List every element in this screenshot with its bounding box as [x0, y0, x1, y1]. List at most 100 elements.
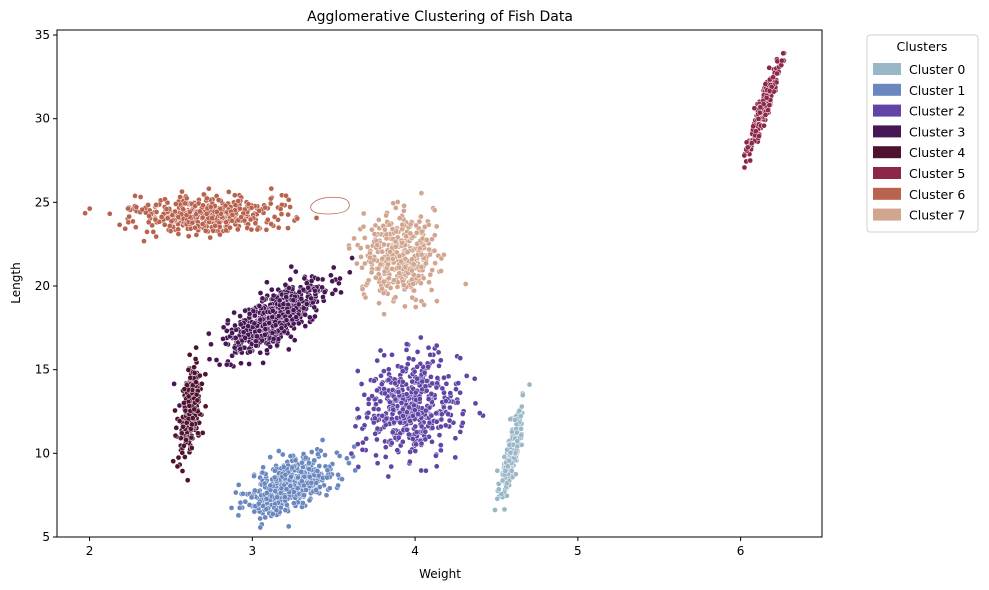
data-point	[339, 476, 345, 483]
data-point	[412, 407, 418, 413]
data-point	[326, 485, 333, 492]
data-point	[285, 211, 291, 218]
data-point	[427, 271, 434, 278]
data-point	[185, 367, 192, 373]
data-point	[316, 484, 323, 490]
data-point	[251, 473, 257, 479]
data-point	[367, 254, 373, 261]
data-point	[418, 264, 425, 270]
data-point	[287, 276, 294, 283]
data-point	[257, 316, 264, 323]
data-point	[357, 245, 364, 251]
y-tick-label: 20	[35, 279, 50, 293]
data-point	[421, 302, 427, 308]
data-point	[398, 258, 404, 265]
data-point	[253, 338, 259, 345]
data-point	[228, 505, 235, 511]
data-point	[445, 411, 451, 418]
data-point	[251, 487, 258, 494]
data-point	[494, 495, 501, 502]
data-point	[434, 375, 441, 381]
data-point	[395, 389, 402, 395]
data-point	[313, 487, 319, 493]
data-point	[337, 275, 343, 282]
data-point	[437, 423, 444, 430]
data-point	[396, 215, 403, 222]
data-point	[279, 451, 286, 458]
data-point	[298, 478, 305, 485]
series-cluster-0	[492, 381, 533, 513]
points-layer	[82, 50, 787, 531]
data-point	[348, 450, 355, 457]
data-point	[514, 438, 521, 444]
data-point	[282, 471, 289, 478]
data-point	[425, 344, 432, 351]
data-point	[413, 441, 419, 448]
data-point	[259, 295, 266, 302]
data-point	[459, 419, 466, 426]
data-point	[187, 374, 194, 381]
data-point	[232, 489, 239, 496]
data-point	[311, 457, 318, 464]
data-point	[394, 284, 401, 290]
data-point	[391, 277, 397, 284]
data-point	[306, 460, 312, 466]
y-tick-label: 35	[35, 28, 50, 42]
data-point	[86, 205, 93, 212]
data-point	[191, 406, 198, 413]
data-point	[308, 295, 314, 302]
data-point	[419, 228, 425, 235]
y-axis: 5 10 15 20 25 30 35	[35, 28, 57, 544]
data-point	[766, 88, 773, 94]
data-point	[755, 116, 762, 122]
series-cluster-2	[348, 334, 486, 480]
data-point	[299, 459, 305, 466]
data-point	[416, 245, 423, 252]
data-point	[389, 429, 396, 436]
data-point	[319, 284, 325, 291]
data-point	[251, 508, 258, 515]
data-point	[391, 419, 397, 426]
x-axis: 2 3 4 5 6	[86, 537, 744, 558]
data-point	[306, 473, 313, 480]
y-tick-label: 10	[35, 446, 50, 460]
series-cluster-6	[82, 185, 320, 244]
data-point	[375, 217, 382, 223]
data-point	[262, 514, 269, 521]
data-point	[428, 374, 434, 380]
data-point	[518, 432, 525, 439]
x-axis-label: Weight	[419, 567, 461, 581]
x-tick-label: 3	[248, 544, 256, 558]
data-point	[185, 393, 192, 400]
data-point	[175, 226, 181, 233]
data-point	[387, 248, 393, 255]
data-point	[191, 364, 197, 371]
data-point	[139, 206, 146, 213]
data-point	[396, 253, 403, 259]
data-point	[383, 415, 390, 422]
data-point	[220, 324, 227, 331]
data-point	[272, 322, 279, 329]
data-point	[407, 418, 413, 424]
data-point	[195, 430, 201, 437]
data-point	[225, 189, 232, 195]
outlier-contour	[310, 196, 350, 215]
data-point	[379, 413, 386, 419]
data-point	[324, 474, 330, 481]
data-point	[359, 286, 366, 292]
data-point	[146, 213, 152, 219]
data-point	[292, 268, 299, 275]
data-point	[374, 357, 381, 364]
data-point	[238, 214, 244, 220]
data-point	[278, 325, 285, 331]
data-point	[179, 468, 186, 474]
data-point	[153, 202, 159, 208]
data-point	[275, 448, 282, 454]
data-point	[308, 278, 315, 284]
data-point	[390, 406, 397, 413]
data-point	[368, 269, 375, 276]
data-point	[263, 506, 270, 513]
data-point	[237, 205, 243, 212]
data-point	[414, 375, 421, 382]
data-point	[409, 378, 416, 385]
